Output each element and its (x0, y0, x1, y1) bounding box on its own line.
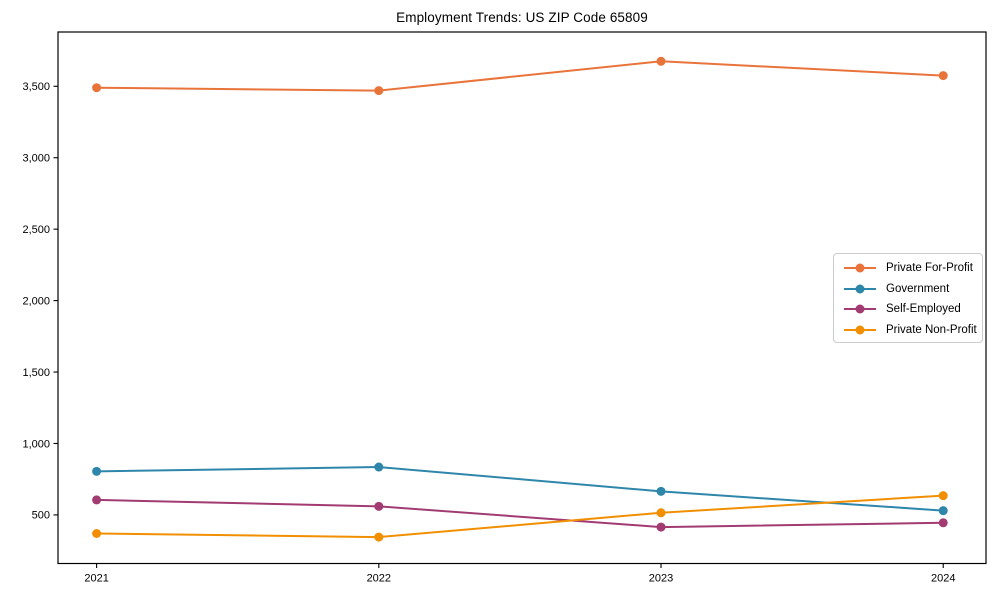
legend-item: Private For-Profit (834, 258, 982, 279)
legend-label: Private Non-Profit (886, 323, 977, 336)
x-tick-label: 2023 (649, 573, 673, 585)
series-line-1 (96, 466, 944, 512)
legend-label: Self-Employed (886, 303, 961, 316)
y-tick-label: 1,500 (22, 367, 50, 379)
legend-item: Private Non-Profit (834, 320, 982, 341)
x-tick-label: 2022 (367, 573, 391, 585)
x-tick-label: 2021 (84, 573, 108, 585)
series-line-0 (96, 60, 944, 92)
legend-line-marker-icon (844, 304, 876, 314)
data-point (92, 83, 102, 93)
legend-item: Self-Employed (834, 299, 982, 320)
legend-line-marker-icon (844, 325, 876, 335)
axes-frame (57, 31, 987, 565)
chart-legend: Private For-Profit Government Self-Employe… (833, 253, 983, 343)
data-point (938, 506, 948, 516)
data-point (656, 56, 666, 66)
legend-label: Private For-Profit (886, 262, 973, 275)
data-point (938, 491, 948, 501)
y-tick-label: 3,500 (22, 81, 50, 93)
data-point (656, 522, 666, 532)
data-point (656, 508, 666, 518)
data-point (374, 462, 384, 472)
series-line-2 (96, 498, 944, 529)
data-point (656, 486, 666, 496)
y-tick-label: 3,000 (22, 153, 50, 165)
data-point (374, 86, 384, 96)
y-tick-label: 2,000 (22, 295, 50, 307)
series-line-3 (96, 494, 944, 539)
legend-label: Government (886, 282, 950, 295)
data-point (938, 71, 948, 81)
y-tick-label: 500 (32, 510, 50, 522)
data-point (92, 466, 102, 476)
x-tick-label: 2024 (931, 573, 955, 585)
data-point (374, 532, 384, 542)
y-tick-label: 1,000 (22, 438, 50, 450)
legend-item: Government (834, 279, 982, 300)
legend-line-marker-icon (844, 263, 876, 273)
chart-title: Employment Trends: US ZIP Code 65809 (396, 10, 648, 25)
data-point (92, 528, 102, 538)
y-tick-label: 2,500 (22, 224, 50, 236)
data-point (92, 495, 102, 505)
data-point (938, 518, 948, 528)
legend-line-marker-icon (844, 284, 876, 294)
data-point (374, 501, 384, 511)
